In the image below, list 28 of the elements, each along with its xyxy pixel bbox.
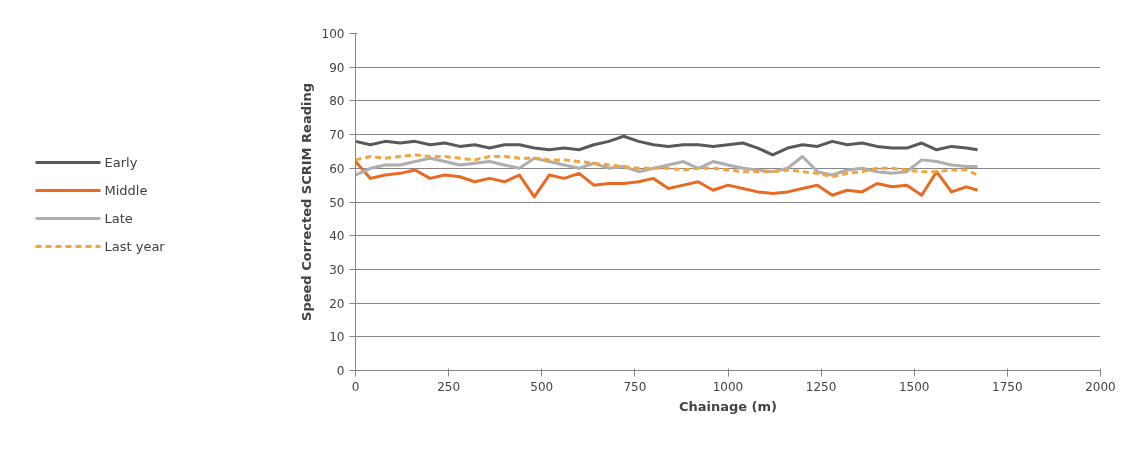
line-series [355, 160, 980, 199]
x-tick-label: 1500 [898, 379, 930, 394]
legend-label: Early [104, 155, 138, 171]
y-tick-label: 80 [329, 94, 345, 109]
y-tick-label: 40 [329, 229, 345, 244]
x-axis-title: Chainage (m) [678, 398, 778, 414]
y-tick-label: 100 [321, 27, 345, 41]
x-tick-label: 1750 [992, 379, 1023, 394]
x-tick-label: 0 [351, 379, 360, 394]
y-tick-label: 90 [329, 60, 345, 75]
legend-label: Middle [104, 183, 148, 199]
x-tick-label: 500 [530, 379, 554, 394]
line-series [355, 134, 980, 157]
y-tick-label: 0 [336, 364, 345, 378]
x-tick-label: 2000 [1085, 379, 1116, 394]
y-tick-label: 70 [329, 128, 345, 143]
x-tick-label: 750 [623, 379, 647, 394]
y-tick-label: 30 [329, 262, 345, 277]
y-tick-label: 50 [329, 195, 345, 210]
y-axis-title: Speed Corrected SCRIM Reading [298, 83, 314, 321]
x-tick-label: 1250 [805, 379, 837, 394]
legend-label: Late [104, 210, 133, 226]
legend-label: Last year [104, 238, 166, 254]
y-tick-label: 10 [329, 330, 345, 345]
y-tick-label: 20 [329, 296, 345, 311]
x-tick-label: 250 [437, 379, 461, 394]
x-tick-label: 1000 [712, 379, 744, 394]
y-tick-label: 60 [329, 161, 345, 176]
